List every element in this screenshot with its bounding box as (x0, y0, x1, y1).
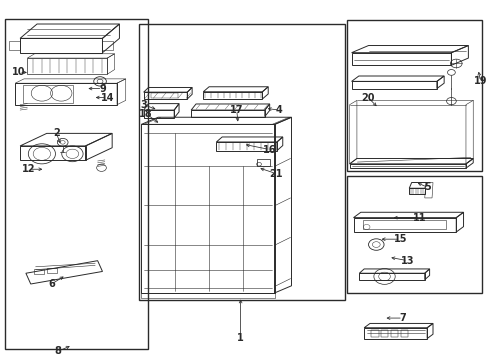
Text: 15: 15 (393, 234, 407, 244)
Bar (346, 176, 481, 293)
Bar (47, 267, 57, 273)
Text: 14: 14 (101, 93, 114, 103)
Bar (390, 329, 397, 337)
Text: 16: 16 (263, 144, 276, 154)
Bar (4, 19, 147, 348)
Text: 4: 4 (275, 105, 282, 115)
Text: 9: 9 (99, 84, 105, 94)
Text: 10: 10 (12, 67, 26, 77)
Bar (346, 21, 481, 171)
Text: 19: 19 (473, 76, 486, 86)
Bar (371, 329, 378, 337)
Text: 13: 13 (400, 256, 414, 266)
Text: 11: 11 (412, 213, 426, 222)
Bar (151, 93, 177, 98)
Bar (380, 329, 387, 337)
Text: 18: 18 (139, 109, 153, 119)
Text: 6: 6 (48, 279, 55, 289)
Text: 1: 1 (237, 333, 244, 343)
Bar (34, 269, 44, 274)
Text: 17: 17 (229, 105, 243, 115)
Text: 21: 21 (269, 168, 282, 179)
Bar (139, 24, 344, 300)
Text: 8: 8 (54, 346, 61, 356)
Bar (256, 159, 269, 166)
Text: 7: 7 (399, 313, 406, 323)
Text: 3: 3 (140, 100, 147, 110)
Bar (27, 58, 107, 74)
Text: 12: 12 (22, 164, 36, 174)
Text: 2: 2 (53, 129, 60, 138)
Bar (400, 329, 407, 337)
Text: 20: 20 (361, 93, 374, 103)
Text: 5: 5 (423, 182, 429, 192)
